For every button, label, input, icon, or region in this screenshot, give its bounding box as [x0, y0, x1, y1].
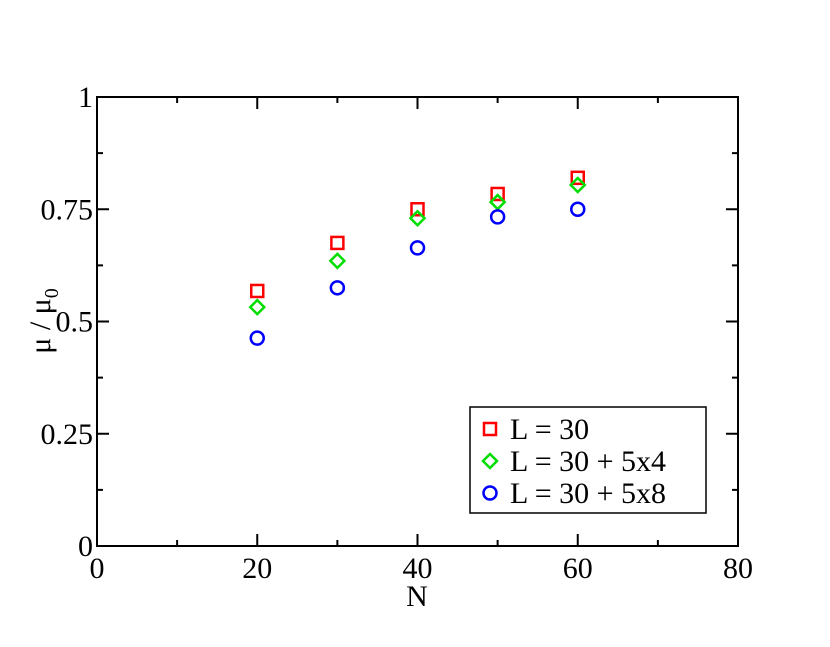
marker-diamond: [248, 298, 267, 316]
legend-label: L = 30 + 5x4: [510, 445, 666, 478]
marker-square: [570, 170, 585, 186]
x-axis-label: N: [406, 580, 428, 613]
legend-label: L = 30 + 5x8: [510, 477, 666, 510]
y-axis-label-main: μ / μ: [24, 298, 57, 354]
marker-square: [482, 421, 498, 437]
x-tick-label: 20: [242, 552, 272, 585]
x-tick-label: 0: [90, 552, 105, 585]
legend-box: [469, 406, 707, 514]
marker-circle: [329, 280, 346, 296]
y-axis-label: μ / μ0: [24, 288, 63, 354]
y-tick-label: 0.75: [41, 193, 94, 226]
marker-circle: [409, 240, 426, 256]
marker-square: [410, 202, 425, 217]
x-tick-label: 60: [563, 552, 593, 585]
marker-circle: [482, 485, 498, 501]
marker-circle: [570, 201, 586, 217]
marker-diamond: [328, 252, 347, 270]
y-axis-label-subscript: 0: [41, 288, 63, 298]
marker-circle: [249, 330, 265, 346]
marker-diamond: [488, 193, 507, 211]
marker-square: [490, 186, 505, 202]
marker-square: [250, 283, 265, 299]
y-tick-label: 0.5: [56, 306, 94, 339]
y-tick-label: 0.25: [41, 418, 94, 451]
x-tick-label: 40: [403, 552, 433, 585]
marker-diamond: [481, 452, 499, 470]
marker-square: [330, 235, 345, 251]
marker-diamond: [568, 176, 587, 194]
x-tick-label: 80: [723, 552, 753, 585]
y-tick-label: 0: [78, 530, 93, 563]
marker-diamond: [408, 209, 427, 227]
marker-circle: [489, 209, 506, 225]
y-tick-label: 1: [78, 81, 93, 114]
y-axis-label-group: μ / μ0: [24, 288, 63, 354]
legend-label: L = 30: [510, 413, 589, 446]
